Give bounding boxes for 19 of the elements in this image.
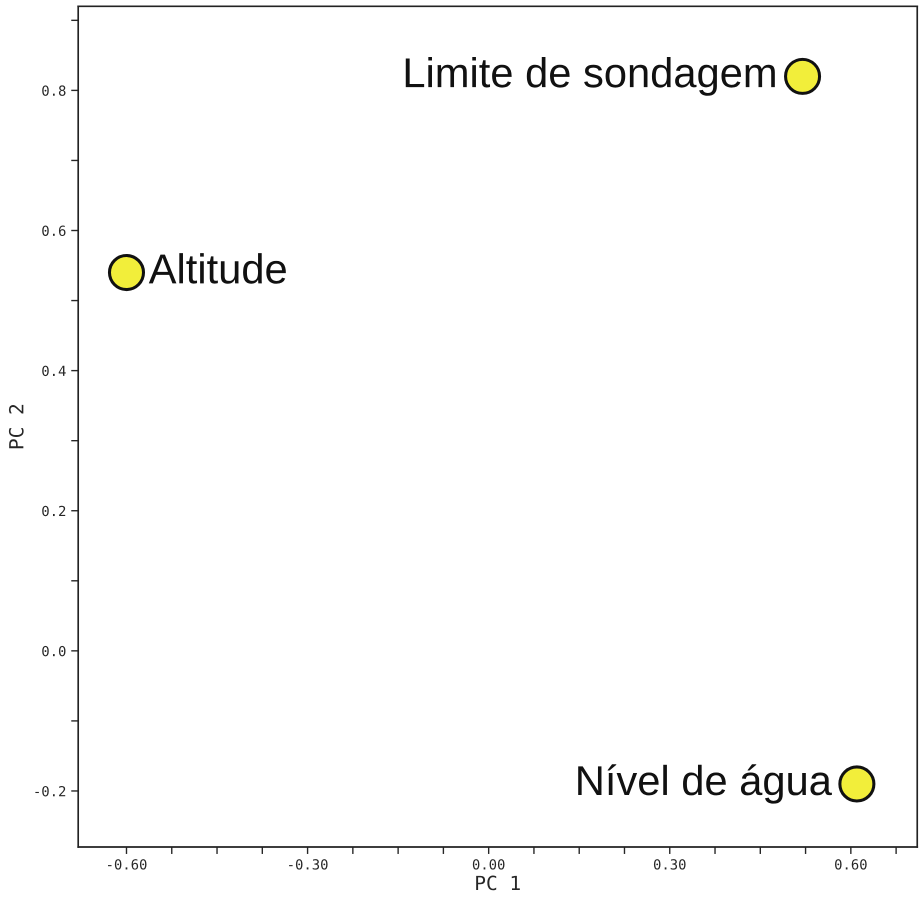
x-tick-label: -0.30 <box>289 859 328 870</box>
annotation: Altitude <box>148 253 286 284</box>
point <box>108 254 146 292</box>
y-tick-label: 0.8 <box>42 85 66 96</box>
point <box>838 765 876 803</box>
annotation: Nível de água <box>578 764 832 804</box>
x-tick-label: 0.00 <box>472 859 504 870</box>
y-tick-label: 0.2 <box>42 506 66 516</box>
y-tick-label: -0.2 <box>35 786 66 796</box>
x-axis-title: PC 1 <box>476 876 520 890</box>
x-tick-label: 0.30 <box>654 859 686 870</box>
y-tick-label: 0.0 <box>42 646 66 656</box>
y-axis-title: PC 2 <box>8 404 24 448</box>
annotation: Limite de sondagem <box>406 56 775 96</box>
y-tick-label: 0.4 <box>42 366 66 376</box>
y-tick-label: 0.6 <box>42 226 66 236</box>
x-tick-label: -0.60 <box>108 859 146 870</box>
x-tick-label: 0.60 <box>835 859 867 870</box>
point <box>784 58 822 95</box>
